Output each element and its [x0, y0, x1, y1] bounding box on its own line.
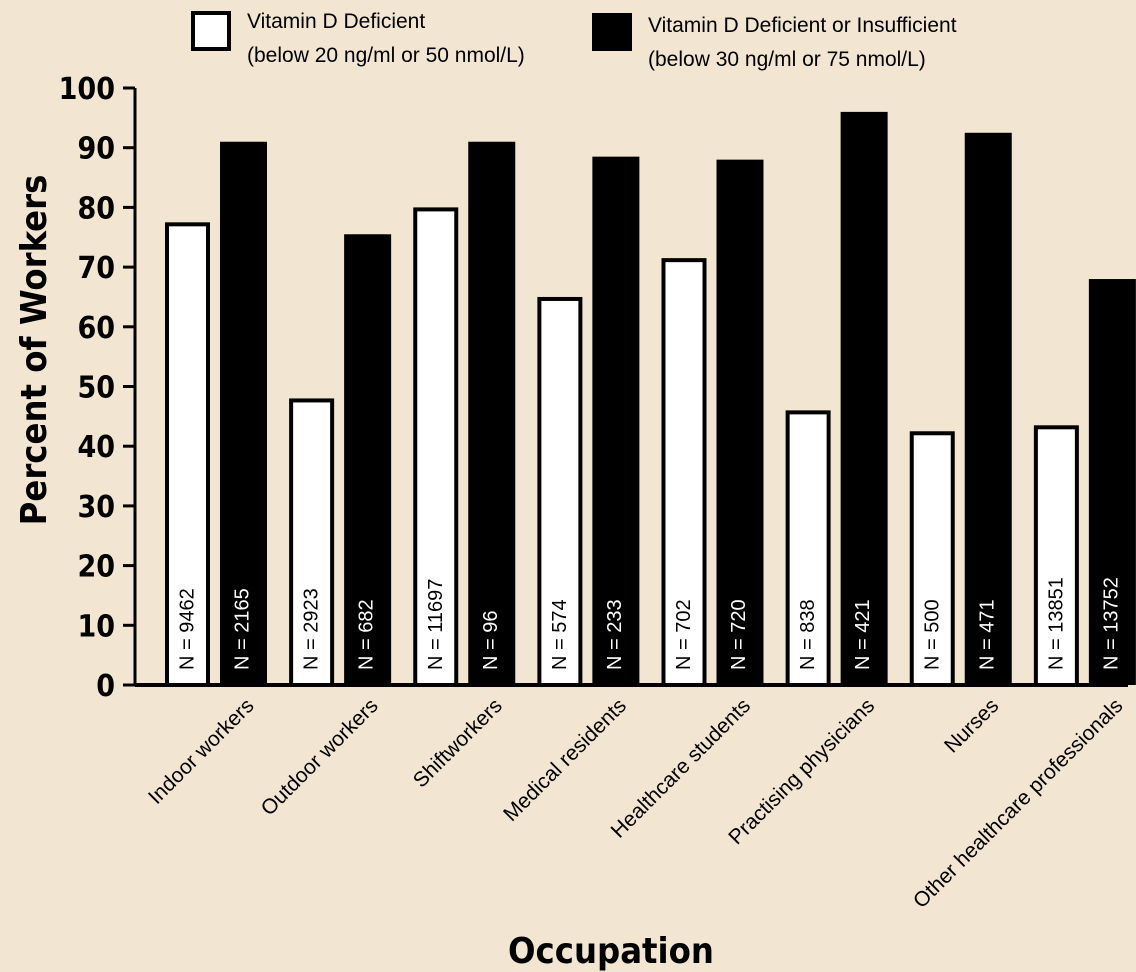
bar-group: N = 11697 N = 96 — [413, 141, 516, 687]
bar-n-label: N = 838 — [797, 599, 819, 670]
y-tick-label: 80 — [77, 191, 115, 226]
bar-n-label: N = 9462 — [177, 588, 199, 670]
legend-sublabel-deficient: (below 20 ng/ml or 50 nmol/L) — [247, 44, 525, 67]
bar-deficient-or-insufficient — [592, 156, 640, 685]
x-tick-label: Nurses — [940, 694, 1003, 757]
x-tick-label: Medical residents — [499, 694, 631, 826]
bar-n-label: N = 96 — [480, 611, 502, 670]
bar-deficient — [537, 296, 583, 687]
legend-swatch-deficient-or-insufficient — [592, 13, 632, 51]
bar-deficient — [1033, 425, 1079, 687]
legend: Vitamin D Deficient (below 20 ng/ml or 5… — [191, 10, 957, 71]
y-tick-label: 10 — [77, 609, 115, 644]
bar-n-label: N = 233 — [604, 599, 626, 670]
bar-deficient — [785, 410, 831, 687]
y-tick-label: 90 — [77, 132, 115, 167]
bar-n-label: N = 471 — [976, 599, 998, 670]
bar-n-label: N = 13851 — [1045, 577, 1067, 670]
bar-deficient-or-insufficient — [344, 234, 392, 685]
legend-label-deficient-or-insufficient: Vitamin D Deficient or Insufficient — [648, 14, 957, 37]
bar-n-label: N = 574 — [549, 599, 571, 670]
bars: N = 9462 N = 2165 N = 2923 N = 682 N = 11697… — [165, 111, 1136, 687]
y-tick-label: 50 — [77, 371, 115, 406]
y-tick-label: 40 — [77, 430, 115, 465]
y-tick-label: 30 — [77, 490, 115, 525]
bar-deficient-or-insufficient — [840, 111, 888, 685]
y-axis-title: Percent of Workers — [14, 175, 55, 526]
bar-group: N = 13851 N = 13752 — [1033, 279, 1136, 687]
bar-group: N = 574 N = 233 — [537, 156, 640, 687]
y-tick-label: 0 — [96, 669, 115, 704]
bar-n-label: N = 421 — [852, 599, 874, 670]
x-axis-title: Occupation — [508, 931, 714, 972]
bar-n-label: N = 702 — [673, 599, 695, 670]
x-tick-label: Other healthcare professionals — [909, 694, 1127, 912]
legend-label-deficient: Vitamin D Deficient — [247, 10, 425, 33]
bar-group: N = 500 N = 471 — [909, 132, 1012, 687]
bar-n-label: N = 682 — [356, 599, 378, 670]
bar-deficient — [165, 222, 210, 687]
bar-deficient — [289, 398, 335, 687]
x-tick-label: Indoor workers — [144, 694, 258, 808]
bar-deficient — [661, 258, 707, 687]
y-tick-label: 100 — [59, 72, 115, 107]
bar-group: N = 838 N = 421 — [785, 111, 888, 687]
bar-n-label: N = 2923 — [301, 588, 323, 670]
y-tick-label: 70 — [77, 251, 115, 286]
x-tick-label: Outdoor workers — [257, 694, 383, 820]
bar-deficient-or-insufficient — [468, 141, 516, 686]
bar-deficient-or-insufficient — [220, 141, 267, 686]
x-tick-label: Shiftworkers — [409, 694, 507, 792]
bar-group: N = 2923 N = 682 — [289, 234, 392, 687]
bar-deficient-or-insufficient — [716, 159, 764, 685]
x-tick-label: Healthcare students — [607, 694, 755, 842]
bar-n-label: N = 11697 — [425, 579, 447, 670]
legend-sublabel-deficient-or-insufficient: (below 30 ng/ml or 75 nmol/L) — [648, 48, 926, 71]
bar-deficient — [909, 431, 955, 687]
y-axis: 0 10 20 30 40 50 60 70 80 90 100 — [59, 72, 137, 704]
legend-swatch-deficient — [191, 11, 231, 51]
bar-group: N = 702 N = 720 — [661, 159, 764, 687]
bar-n-label: N = 2165 — [232, 588, 254, 670]
bar-deficient-or-insufficient — [964, 132, 1012, 685]
y-tick-label: 20 — [77, 550, 115, 585]
bar-deficient-or-insufficient — [1088, 279, 1136, 685]
y-tick-label: 60 — [77, 311, 115, 346]
bar-n-label: N = 13752 — [1100, 577, 1122, 670]
bar-group: N = 9462 N = 2165 — [165, 141, 267, 687]
bar-n-label: N = 720 — [728, 599, 750, 670]
bar-deficient — [413, 207, 459, 687]
bar-n-label: N = 500 — [921, 599, 943, 670]
